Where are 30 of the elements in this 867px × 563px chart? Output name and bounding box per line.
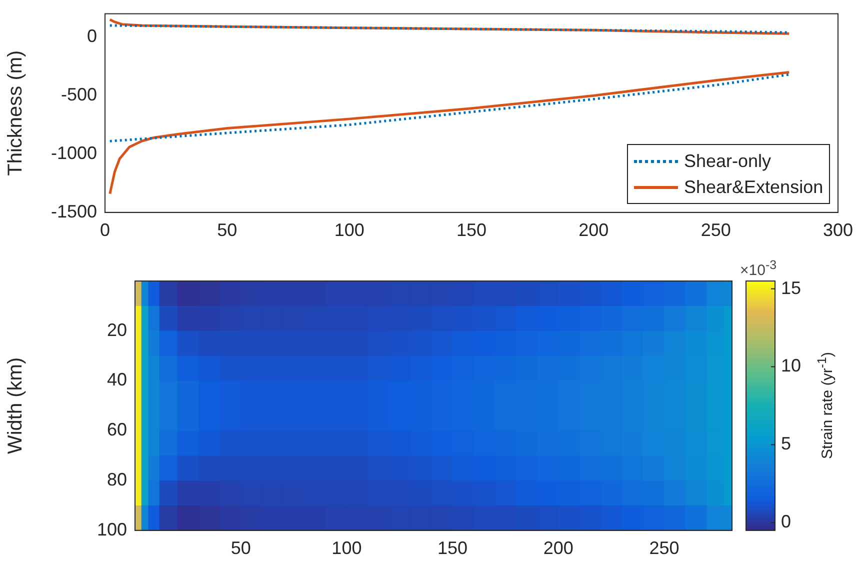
- y-tick-label: 60: [106, 420, 127, 440]
- x-tick-label: 100: [332, 538, 362, 558]
- legend-label: Shear&Extension: [684, 176, 824, 198]
- color-bar-label: 0: [781, 512, 792, 532]
- y-tick-label: -1000: [50, 142, 97, 163]
- x-tick-label: 250: [649, 538, 680, 558]
- y-tick-label: 20: [106, 320, 127, 340]
- y-axis-title: Thickness (m): [4, 50, 27, 176]
- x-tick-label: 200: [543, 538, 574, 558]
- line-series: [108, 73, 790, 142]
- y-tick-label: -500: [60, 84, 97, 105]
- color-bar-label: 5: [781, 434, 792, 454]
- color-bar-label: 10: [781, 356, 802, 376]
- legend-label: Shear-only: [684, 150, 772, 172]
- x-tick-label: 50: [217, 220, 238, 240]
- text: ×10$^{-3}$: [740, 258, 777, 279]
- x-tick-label: 200: [578, 220, 609, 240]
- x-tick-label: 300: [822, 220, 854, 240]
- y-axis-title: Width (km): [4, 357, 27, 454]
- x-tick-label: 100: [334, 220, 364, 240]
- y-tick-label: 100: [96, 519, 127, 540]
- x-tick-label: 50: [230, 538, 251, 558]
- x-tick-label: 150: [438, 538, 468, 558]
- x-tick-label: 150: [456, 220, 487, 240]
- y-tick-label: 80: [106, 469, 127, 490]
- y-tick-label: 40: [106, 370, 127, 390]
- color-bar-label: 15: [781, 278, 802, 298]
- y-tick-label: 0: [86, 26, 97, 46]
- y-tick-label: -1500: [50, 201, 97, 222]
- x-tick-label: 250: [700, 220, 731, 240]
